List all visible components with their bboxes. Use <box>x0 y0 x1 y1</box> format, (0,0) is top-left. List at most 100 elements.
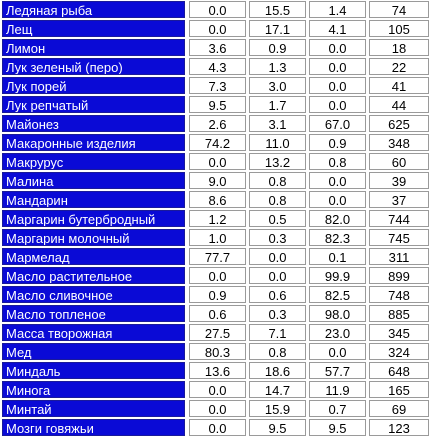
food-name-cell: Маргарин молочный <box>2 229 185 246</box>
fat-cell: 1.4 <box>309 1 366 18</box>
calories-cell: 311 <box>369 248 429 265</box>
calories-cell: 60 <box>369 153 429 170</box>
fat-cell: 98.0 <box>309 305 366 322</box>
calories-cell: 745 <box>369 229 429 246</box>
food-name-cell: Масса творожная <box>2 324 185 341</box>
table-row: Макаронные изделия 74.2 11.0 0.9 348 <box>0 133 434 152</box>
table-row: Макрурус 0.0 13.2 0.8 60 <box>0 152 434 171</box>
carbs-cell: 0.0 <box>189 419 246 436</box>
calories-cell: 348 <box>369 134 429 151</box>
food-name-cell: Минога <box>2 381 185 398</box>
fat-cell: 0.0 <box>309 96 366 113</box>
table-row: Мозги говяжьи 0.0 9.5 9.5 123 <box>0 418 434 437</box>
protein-cell: 0.3 <box>249 305 306 322</box>
table-row: Минтай 0.0 15.9 0.7 69 <box>0 399 434 418</box>
fat-cell: 0.9 <box>309 134 366 151</box>
table-row: Мандарин 8.6 0.8 0.0 37 <box>0 190 434 209</box>
table-row: Лимон 3.6 0.9 0.0 18 <box>0 38 434 57</box>
protein-cell: 18.6 <box>249 362 306 379</box>
table-row: Масло растительное 0.0 0.0 99.9 899 <box>0 266 434 285</box>
fat-cell: 0.0 <box>309 343 366 360</box>
food-name-cell: Мандарин <box>2 191 185 208</box>
carbs-cell: 8.6 <box>189 191 246 208</box>
table-row: Маргарин молочный 1.0 0.3 82.3 745 <box>0 228 434 247</box>
protein-cell: 9.5 <box>249 419 306 436</box>
fat-cell: 0.7 <box>309 400 366 417</box>
table-row: Мармелад 77.7 0.0 0.1 311 <box>0 247 434 266</box>
protein-cell: 15.5 <box>249 1 306 18</box>
food-name-cell: Масло сливочное <box>2 286 185 303</box>
table-row: Минога 0.0 14.7 11.9 165 <box>0 380 434 399</box>
fat-cell: 82.0 <box>309 210 366 227</box>
protein-cell: 1.3 <box>249 58 306 75</box>
table-row: Ледяная рыба 0.0 15.5 1.4 74 <box>0 0 434 19</box>
calories-cell: 69 <box>369 400 429 417</box>
calories-cell: 625 <box>369 115 429 132</box>
fat-cell: 99.9 <box>309 267 366 284</box>
calories-cell: 885 <box>369 305 429 322</box>
carbs-cell: 4.3 <box>189 58 246 75</box>
carbs-cell: 0.0 <box>189 1 246 18</box>
food-name-cell: Лук порей <box>2 77 185 94</box>
fat-cell: 67.0 <box>309 115 366 132</box>
protein-cell: 0.0 <box>249 267 306 284</box>
carbs-cell: 13.6 <box>189 362 246 379</box>
table-row: Малина 9.0 0.8 0.0 39 <box>0 171 434 190</box>
carbs-cell: 0.9 <box>189 286 246 303</box>
fat-cell: 82.3 <box>309 229 366 246</box>
fat-cell: 9.5 <box>309 419 366 436</box>
food-name-cell: Лук зеленый (перо) <box>2 58 185 75</box>
protein-cell: 14.7 <box>249 381 306 398</box>
protein-cell: 0.8 <box>249 191 306 208</box>
calories-cell: 41 <box>369 77 429 94</box>
fat-cell: 0.0 <box>309 172 366 189</box>
protein-cell: 0.8 <box>249 343 306 360</box>
fat-cell: 0.0 <box>309 39 366 56</box>
food-name-cell: Макрурус <box>2 153 185 170</box>
food-name-cell: Майонез <box>2 115 185 132</box>
calories-cell: 345 <box>369 324 429 341</box>
calories-cell: 748 <box>369 286 429 303</box>
carbs-cell: 3.6 <box>189 39 246 56</box>
table-row: Майонез 2.6 3.1 67.0 625 <box>0 114 434 133</box>
table-row: Миндаль 13.6 18.6 57.7 648 <box>0 361 434 380</box>
table-row: Масса творожная 27.5 7.1 23.0 345 <box>0 323 434 342</box>
carbs-cell: 9.5 <box>189 96 246 113</box>
carbs-cell: 1.2 <box>189 210 246 227</box>
protein-cell: 1.7 <box>249 96 306 113</box>
protein-cell: 3.1 <box>249 115 306 132</box>
protein-cell: 3.0 <box>249 77 306 94</box>
food-name-cell: Масло топленое <box>2 305 185 322</box>
carbs-cell: 7.3 <box>189 77 246 94</box>
food-name-cell: Мармелад <box>2 248 185 265</box>
fat-cell: 82.5 <box>309 286 366 303</box>
food-name-cell: Ледяная рыба <box>2 1 185 18</box>
protein-cell: 17.1 <box>249 20 306 37</box>
protein-cell: 0.0 <box>249 248 306 265</box>
fat-cell: 0.1 <box>309 248 366 265</box>
table-row: Лук порей 7.3 3.0 0.0 41 <box>0 76 434 95</box>
protein-cell: 7.1 <box>249 324 306 341</box>
carbs-cell: 77.7 <box>189 248 246 265</box>
calories-cell: 165 <box>369 381 429 398</box>
carbs-cell: 0.0 <box>189 20 246 37</box>
calories-cell: 37 <box>369 191 429 208</box>
food-name-cell: Мозги говяжьи <box>2 419 185 436</box>
food-name-cell: Лимон <box>2 39 185 56</box>
fat-cell: 0.0 <box>309 58 366 75</box>
table-row: Лук зеленый (перо) 4.3 1.3 0.0 22 <box>0 57 434 76</box>
food-name-cell: Макаронные изделия <box>2 134 185 151</box>
calories-cell: 744 <box>369 210 429 227</box>
calories-cell: 648 <box>369 362 429 379</box>
fat-cell: 23.0 <box>309 324 366 341</box>
carbs-cell: 1.0 <box>189 229 246 246</box>
food-name-cell: Лук репчатый <box>2 96 185 113</box>
food-name-cell: Лещ <box>2 20 185 37</box>
carbs-cell: 0.0 <box>189 381 246 398</box>
fat-cell: 0.8 <box>309 153 366 170</box>
calories-cell: 22 <box>369 58 429 75</box>
fat-cell: 4.1 <box>309 20 366 37</box>
protein-cell: 0.6 <box>249 286 306 303</box>
calories-cell: 899 <box>369 267 429 284</box>
protein-cell: 0.8 <box>249 172 306 189</box>
